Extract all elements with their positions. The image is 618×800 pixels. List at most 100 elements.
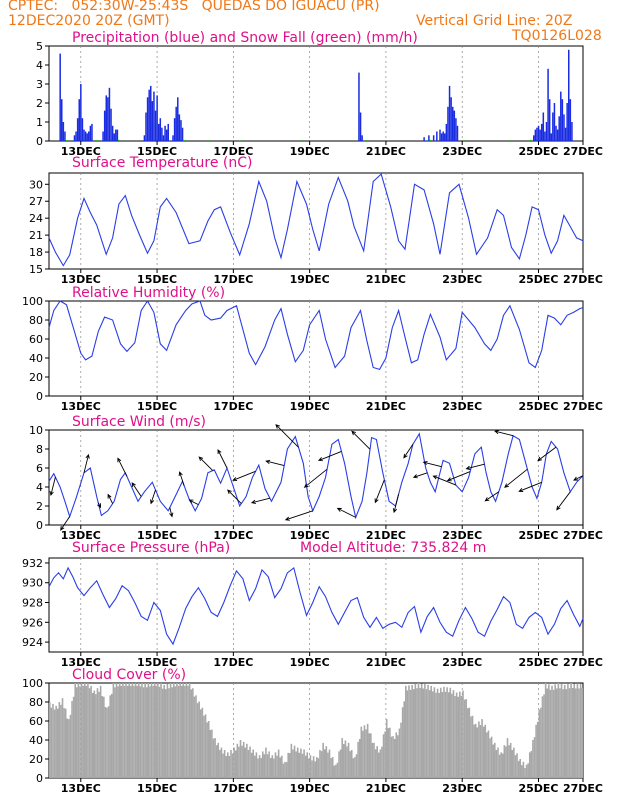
precip-bar [432,135,435,141]
cloud-bar [118,683,121,778]
cloud-bar [71,701,73,778]
x-tick-label: 19DEC [290,656,330,669]
cloud-bar [171,687,173,778]
cloud-bar [354,757,356,778]
precip-bar [552,112,554,141]
cloud-bar [285,762,288,778]
precip-bar [88,131,90,141]
cloud-bar [206,722,208,778]
cloud-bar [414,683,417,778]
cloud-bar [452,690,455,778]
cloud-bar [160,683,162,778]
y-tick-label: 40 [29,734,43,747]
cloud-bar [192,688,194,778]
cloud-bar [559,688,561,778]
wind-arrow [188,499,199,506]
cloud-bar [495,749,498,778]
cloud-bar [176,683,178,778]
cloud-bar [486,732,488,778]
cloud-bar [185,683,188,778]
precip-bar [164,125,166,141]
cloud-bar [196,703,199,778]
cloud-bar [209,730,212,778]
y-tick-label: 10 [29,424,43,437]
precip-bar [153,91,155,141]
precip-bar [447,106,449,141]
cloud-bar [517,760,520,778]
cloud-bar [376,746,378,778]
precip-bar [569,99,572,141]
cloud-bar [514,755,517,778]
cloud-bar [568,688,571,778]
cloud-bar [449,687,452,778]
cloud-bar [169,683,172,778]
cloud-bar [56,708,59,778]
cloud-bar [139,686,142,778]
precip-bar [157,123,160,141]
x-tick-label: 15DEC [137,400,177,413]
cloud-bar [503,745,506,778]
cloud-bar [242,741,245,778]
x-tick-label: 27DEC [563,145,603,158]
precip-bar [536,127,538,141]
precip-bar [102,131,104,141]
precip-bar [539,129,541,141]
cloud-bar [500,752,502,778]
cloud-bar [400,722,402,778]
cloud-bar [187,685,189,778]
cloud-bar [447,692,450,778]
x-tick-label: 27DEC [563,400,603,413]
y-tick-label: 2 [36,97,43,110]
y-tick-label: 100 [22,677,43,690]
cloud-bar [131,683,134,778]
cloud-bar [333,765,336,778]
cloud-bar [133,685,135,778]
cloud-bar [379,749,382,778]
cloud-bar [238,746,240,778]
cloud-bar [53,709,56,778]
cloud-bar [441,692,444,778]
cloud-bar [371,742,374,778]
cloud-bar [544,683,547,778]
cloud-bar [279,757,282,778]
x-tick-label: 25DEC [518,145,558,158]
cloud-bar [370,733,372,778]
cloud-bar [530,750,533,778]
cloud-bar [52,703,54,778]
x-tick-label: 19DEC [290,529,330,542]
cloud-bar [190,689,193,778]
cloud-bar [346,746,348,778]
precip-bar [537,125,540,141]
cloud-bar [204,714,207,778]
cloud-bar [250,752,253,778]
wind-arrow [518,481,542,492]
cloud-bar [166,683,169,778]
x-tick-label: 27DEC [563,529,603,542]
cloud-bar [519,759,522,778]
cloud-bar [465,699,467,778]
cloud-bar [230,749,232,778]
panel-title: Relative Humidity (%) [72,285,225,301]
cloud-bar [533,737,536,778]
wind-arrow [556,491,571,511]
x-tick-label: 23DEC [442,529,482,542]
x-tick-label: 23DEC [442,400,482,413]
cloud-bar [308,758,310,778]
cloud-bar [527,763,529,778]
cloud-bar [246,743,248,778]
precip-bar [547,68,549,141]
cloud-bar [79,686,81,778]
precip-bar [555,125,557,141]
precip-bar [59,53,61,141]
cloud-bar [77,683,80,778]
cloud-bar [436,688,439,778]
cloud-bar [325,746,328,778]
cloud-bar [174,686,177,778]
cloud-bar [576,683,579,778]
cloud-bar [287,752,289,778]
wind-arrow [336,507,356,518]
cloud-bar [416,688,418,778]
cloud-bar [433,687,436,778]
wind-arrow [465,463,485,470]
